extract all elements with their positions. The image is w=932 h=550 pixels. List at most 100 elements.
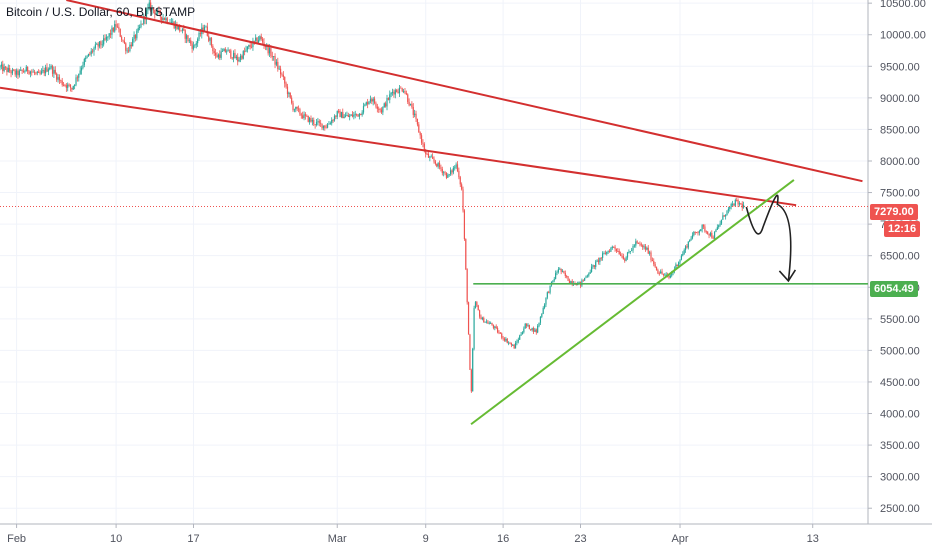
candle-body (69, 84, 72, 88)
candle-body (227, 49, 229, 52)
candle-body (438, 162, 441, 168)
candle-body (619, 254, 622, 256)
candle-body (552, 280, 554, 282)
candle-body (613, 246, 615, 248)
candle-body (553, 278, 555, 281)
candle-body (292, 102, 294, 111)
candle-body (548, 292, 550, 294)
candle-body (115, 24, 117, 27)
candle-body (118, 26, 120, 30)
candle-body (79, 70, 81, 74)
candle-body (675, 264, 677, 269)
candle-body (362, 106, 365, 113)
candle-body (440, 167, 442, 170)
candle-body (318, 121, 320, 123)
candle-body (640, 244, 642, 246)
candle-body (561, 271, 564, 272)
candle-body (291, 97, 293, 103)
candle-body (655, 266, 658, 270)
candle-body (271, 56, 273, 57)
candle-body (219, 54, 221, 58)
candle-body (426, 153, 428, 155)
candle-body (268, 48, 271, 54)
candle-body (263, 42, 265, 46)
candle-body (335, 116, 337, 117)
candle-body (194, 44, 196, 46)
candle-body (125, 43, 127, 51)
candle-body (502, 337, 504, 339)
candle-body (282, 74, 284, 77)
candle-body (260, 36, 262, 39)
candle-body (734, 199, 736, 206)
candle-body (559, 268, 561, 270)
candle-body (512, 344, 514, 346)
candle-body (332, 119, 334, 121)
candle-body (614, 246, 616, 249)
candle-body (105, 36, 108, 40)
candle-body (192, 45, 195, 49)
candle-body (588, 273, 590, 276)
candle-body (513, 344, 515, 349)
candle-body (660, 271, 662, 274)
candle-body (150, 2, 152, 11)
candle-body (693, 232, 695, 236)
candle-body (256, 37, 258, 43)
candle-body (730, 204, 732, 207)
candle-body (657, 269, 659, 274)
candle-body (632, 245, 634, 251)
candle-body (116, 26, 119, 28)
candle-body (581, 280, 583, 286)
candle-body (740, 203, 742, 205)
candle-body (21, 69, 23, 72)
candle-body (31, 71, 33, 73)
candle-body (690, 238, 692, 241)
candle-body (385, 103, 387, 107)
candle-body (165, 18, 167, 20)
candle-body (54, 69, 56, 74)
candle-body (610, 248, 612, 252)
candle-body (50, 66, 52, 68)
candle-body (625, 257, 627, 261)
candle-body (495, 326, 497, 329)
candle-body (597, 260, 600, 263)
candle-body (224, 48, 226, 53)
candle-body (365, 102, 367, 105)
candle-body (466, 269, 468, 303)
candle-body (570, 281, 572, 284)
candle-body (212, 45, 214, 52)
candle-body (711, 233, 713, 238)
candle-body (467, 302, 470, 335)
candle-body (346, 115, 348, 116)
candle-body (389, 94, 391, 100)
y-tick-label: 10500.00 (880, 0, 926, 10)
candle-body (320, 122, 322, 124)
candle-body (444, 172, 446, 174)
candle-body (684, 246, 687, 250)
candle-body (13, 69, 15, 71)
candle-body (190, 40, 192, 44)
candle-body (462, 189, 464, 211)
candle-body (137, 27, 139, 31)
candle-body (25, 66, 27, 72)
candle-body (344, 115, 347, 117)
candle-body (293, 109, 296, 111)
candle-body (45, 67, 47, 74)
candle-body (278, 68, 280, 70)
candle-body (696, 232, 698, 234)
candle-body (248, 45, 250, 47)
candle-body (546, 292, 548, 298)
candle-body (180, 30, 182, 32)
candle-body (683, 249, 685, 254)
candle-body (226, 51, 228, 53)
candle-body (255, 37, 257, 41)
candle-body (649, 252, 651, 254)
candle-body (414, 113, 416, 115)
candle-body (152, 7, 155, 11)
x-tick-label: 23 (574, 533, 586, 545)
candle-body (78, 73, 80, 78)
candle-body (727, 208, 730, 211)
candle-body (445, 172, 448, 178)
candle-body (166, 18, 168, 23)
